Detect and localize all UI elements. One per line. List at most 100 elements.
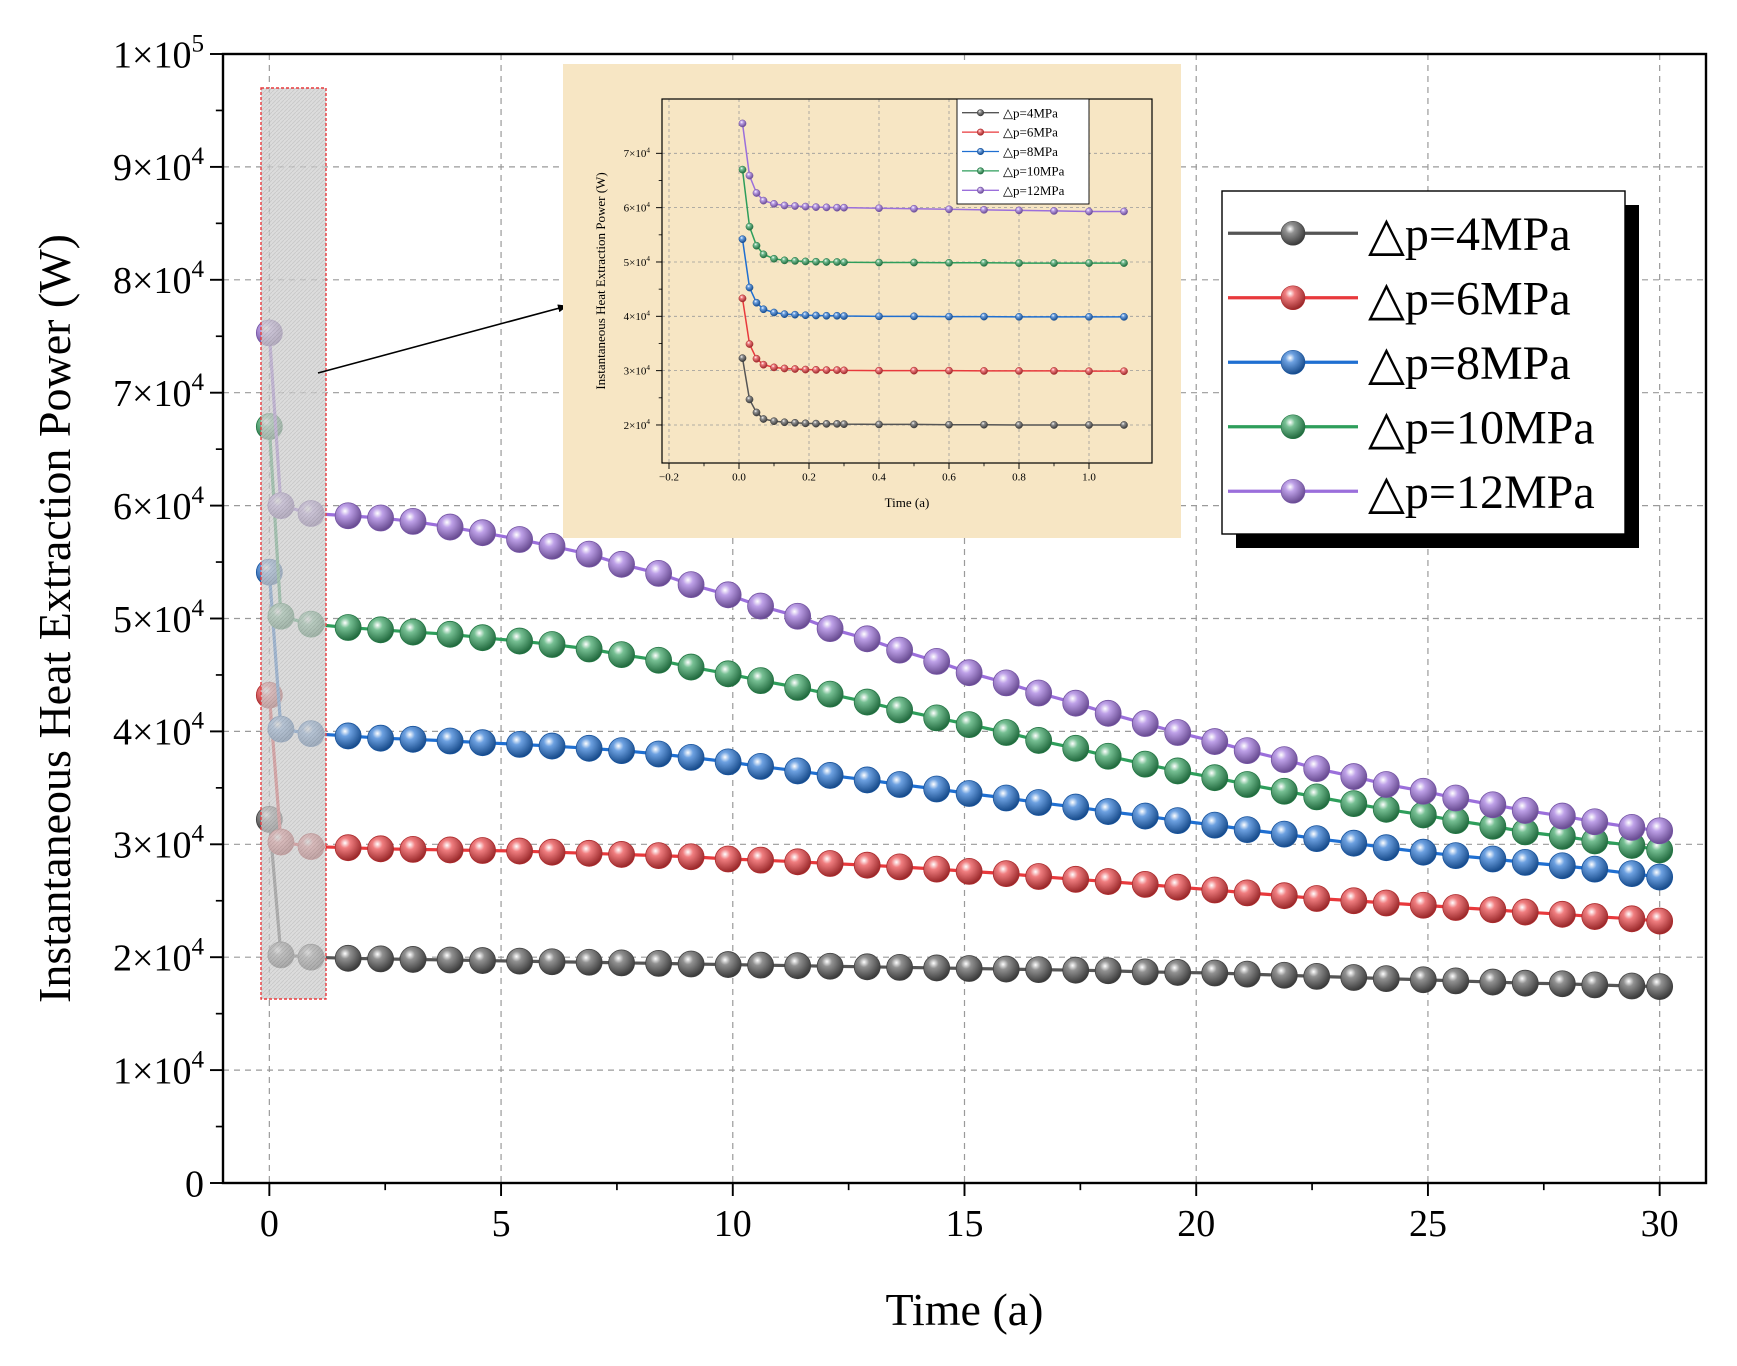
data-point bbox=[833, 258, 841, 266]
data-point bbox=[506, 730, 533, 758]
data-point bbox=[752, 241, 761, 250]
data-point bbox=[816, 850, 844, 877]
data-point bbox=[1303, 962, 1331, 990]
y-tick-label-mantissa: 2×10 bbox=[624, 420, 647, 432]
data-point bbox=[822, 258, 831, 266]
y-tick-label: 7×104 bbox=[113, 369, 204, 415]
data-point bbox=[1340, 964, 1368, 991]
data-point bbox=[677, 843, 705, 871]
legend-item-4: △p=10MPa bbox=[962, 163, 1065, 178]
data-point bbox=[334, 722, 362, 750]
x-tick-label: 0.8 bbox=[1012, 472, 1026, 484]
data-point bbox=[608, 841, 635, 868]
data-point bbox=[714, 660, 742, 688]
x-tick-label: 0.2 bbox=[802, 472, 816, 484]
data-point bbox=[945, 366, 953, 375]
legend-marker bbox=[1280, 414, 1306, 440]
legend-marker bbox=[976, 167, 984, 175]
data-point bbox=[608, 641, 635, 669]
y-tick-label: 7×104 bbox=[624, 147, 651, 161]
y-tick-label: 2×104 bbox=[113, 934, 204, 980]
data-point bbox=[759, 360, 768, 369]
data-point bbox=[992, 784, 1020, 812]
data-point bbox=[1233, 879, 1261, 907]
data-point bbox=[538, 838, 566, 866]
series-5 bbox=[738, 119, 1128, 216]
data-point bbox=[801, 257, 810, 266]
legend-marker bbox=[1280, 285, 1306, 311]
y-tick-label: 1×105 bbox=[113, 30, 204, 76]
data-point bbox=[980, 312, 988, 321]
data-point bbox=[1164, 807, 1192, 834]
data-point bbox=[367, 616, 394, 644]
data-point bbox=[801, 202, 810, 211]
data-point bbox=[910, 204, 918, 213]
data-point bbox=[910, 258, 918, 267]
data-point bbox=[747, 752, 774, 780]
data-point bbox=[714, 845, 742, 873]
y-tick-label: 4×104 bbox=[113, 708, 204, 754]
y-tick-label-exponent: 4 bbox=[646, 201, 650, 209]
data-point bbox=[992, 860, 1020, 888]
data-point bbox=[791, 365, 799, 373]
data-point bbox=[1548, 970, 1576, 998]
data-point bbox=[791, 418, 799, 427]
data-point bbox=[677, 653, 705, 681]
data-point bbox=[1201, 811, 1229, 839]
data-point bbox=[1409, 966, 1437, 994]
data-point bbox=[1120, 207, 1128, 216]
data-point bbox=[1131, 802, 1159, 830]
data-point bbox=[752, 298, 761, 307]
data-point bbox=[784, 602, 812, 630]
data-point bbox=[1479, 845, 1507, 873]
data-point bbox=[1025, 789, 1053, 816]
data-point bbox=[752, 189, 761, 197]
y-tick-label-exponent: 4 bbox=[191, 595, 204, 622]
y-tick-label: 0 bbox=[185, 1163, 204, 1205]
data-point bbox=[1120, 367, 1128, 376]
y-tick-label-mantissa: 6×10 bbox=[624, 203, 647, 215]
data-point bbox=[738, 235, 747, 244]
legend-marker bbox=[976, 109, 984, 117]
data-point bbox=[1094, 798, 1122, 825]
data-point bbox=[1303, 783, 1331, 811]
data-point bbox=[1618, 972, 1646, 1000]
y-tick-label-mantissa: 2×10 bbox=[113, 938, 191, 980]
legend-label: △p=4MPa bbox=[1003, 105, 1058, 120]
data-point bbox=[812, 419, 820, 428]
data-point bbox=[469, 519, 496, 547]
data-point bbox=[853, 953, 881, 981]
data-point bbox=[469, 947, 496, 974]
legend-item-4: △p=10MPa bbox=[1228, 402, 1595, 455]
legend-item-1: △p=4MPa bbox=[1228, 208, 1571, 261]
data-point bbox=[992, 719, 1020, 746]
legend-item-3: △p=8MPa bbox=[962, 144, 1058, 159]
data-point bbox=[1372, 889, 1400, 917]
y-tick-label-exponent: 4 bbox=[191, 934, 204, 961]
data-point bbox=[784, 952, 812, 980]
data-point bbox=[399, 835, 427, 863]
data-point bbox=[436, 620, 464, 648]
data-point bbox=[1015, 313, 1023, 321]
data-point bbox=[367, 835, 394, 863]
data-point bbox=[801, 365, 810, 374]
x-tick-label: 0 bbox=[260, 1203, 279, 1245]
data-point bbox=[1050, 259, 1058, 267]
data-point bbox=[1372, 771, 1400, 798]
data-point bbox=[945, 205, 953, 214]
data-point bbox=[1015, 367, 1023, 375]
data-point bbox=[992, 955, 1020, 983]
data-point bbox=[367, 724, 394, 752]
data-point bbox=[1409, 777, 1437, 805]
y-tick-label: 4×104 bbox=[624, 310, 651, 324]
data-point bbox=[1303, 755, 1331, 783]
data-point bbox=[436, 836, 464, 864]
data-point bbox=[436, 946, 464, 974]
data-point bbox=[399, 618, 427, 646]
y-tick-label-exponent: 5 bbox=[191, 30, 204, 57]
data-point bbox=[1062, 689, 1090, 717]
data-point bbox=[955, 955, 983, 982]
data-point bbox=[1646, 973, 1674, 1000]
x-tick-label: 25 bbox=[1409, 1203, 1447, 1245]
data-point bbox=[853, 766, 881, 794]
